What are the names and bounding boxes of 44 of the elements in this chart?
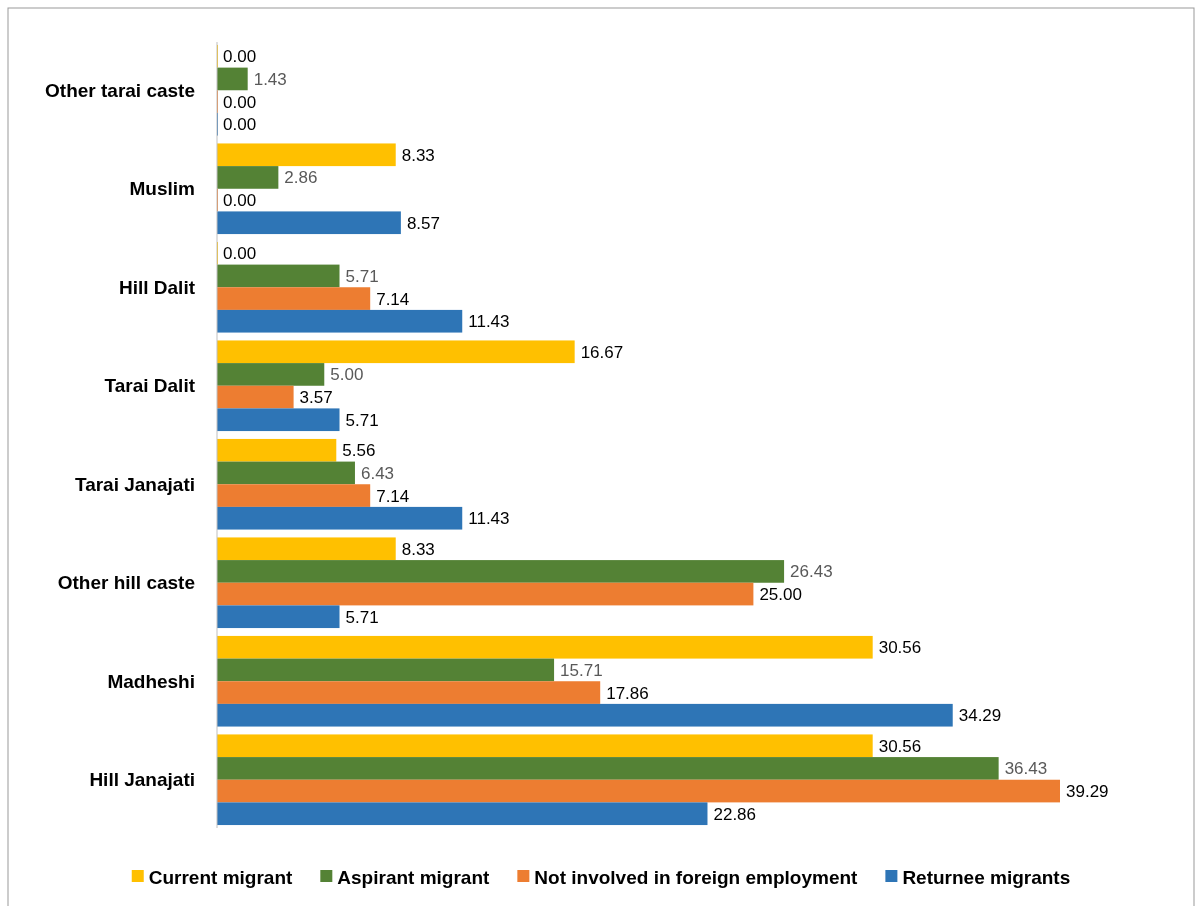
y-tick-label: Other tarai caste [45, 79, 195, 101]
legend-label: Current migrant [148, 866, 293, 888]
data-label: 7.14 [376, 289, 410, 309]
data-label: 34.29 [958, 706, 1002, 726]
data-label: 5.00 [330, 365, 364, 385]
data-label: 30.56 [878, 638, 922, 658]
data-label: 22.86 [713, 804, 757, 824]
y-tick-label: Tarai Dalit [104, 375, 196, 397]
data-label: 7.14 [376, 486, 410, 506]
data-label: 3.57 [299, 388, 333, 408]
y-tick-label: Other hill caste [57, 572, 195, 594]
data-label: 30.56 [878, 736, 922, 756]
data-label: 11.43 [468, 312, 510, 332]
y-tick-label: Hill Janajati [89, 769, 195, 791]
data-label: 5.56 [342, 441, 376, 461]
legend-label: Returnee migrants [902, 866, 1071, 888]
y-tick-label: Madheshi [107, 670, 195, 692]
data-label: 0.00 [223, 191, 257, 211]
data-label: 5.71 [345, 410, 379, 430]
data-label: 0.00 [223, 92, 257, 112]
data-label: 15.71 [560, 660, 603, 680]
data-label: 8.57 [406, 213, 440, 233]
data-label: 1.43 [253, 69, 287, 89]
data-label: 39.29 [1066, 782, 1109, 802]
data-label: 0.00 [223, 47, 257, 67]
data-label: 2.86 [284, 168, 318, 188]
legend-label: Not involved in foreign employment [534, 866, 859, 888]
y-tick-label: Tarai Janajati [74, 473, 195, 495]
data-label: 6.43 [360, 463, 395, 483]
data-label: 5.71 [345, 266, 379, 286]
data-label: 25.00 [759, 585, 802, 605]
data-label: 16.67 [580, 342, 624, 362]
data-label: 17.86 [606, 683, 649, 703]
data-label: 26.43 [790, 562, 833, 582]
data-label: 11.43 [468, 509, 510, 529]
data-label: 36.43 [1004, 759, 1048, 779]
data-label: 0.00 [223, 115, 257, 135]
legend-label: Aspirant migrant [337, 866, 491, 888]
data-label: 8.33 [401, 145, 435, 165]
data-label: 5.71 [345, 607, 379, 627]
data-label: 0.00 [223, 244, 257, 264]
y-tick-label: Hill Dalit [118, 276, 196, 298]
data-label: 8.33 [401, 539, 435, 559]
y-tick-label: Muslim [129, 178, 195, 200]
